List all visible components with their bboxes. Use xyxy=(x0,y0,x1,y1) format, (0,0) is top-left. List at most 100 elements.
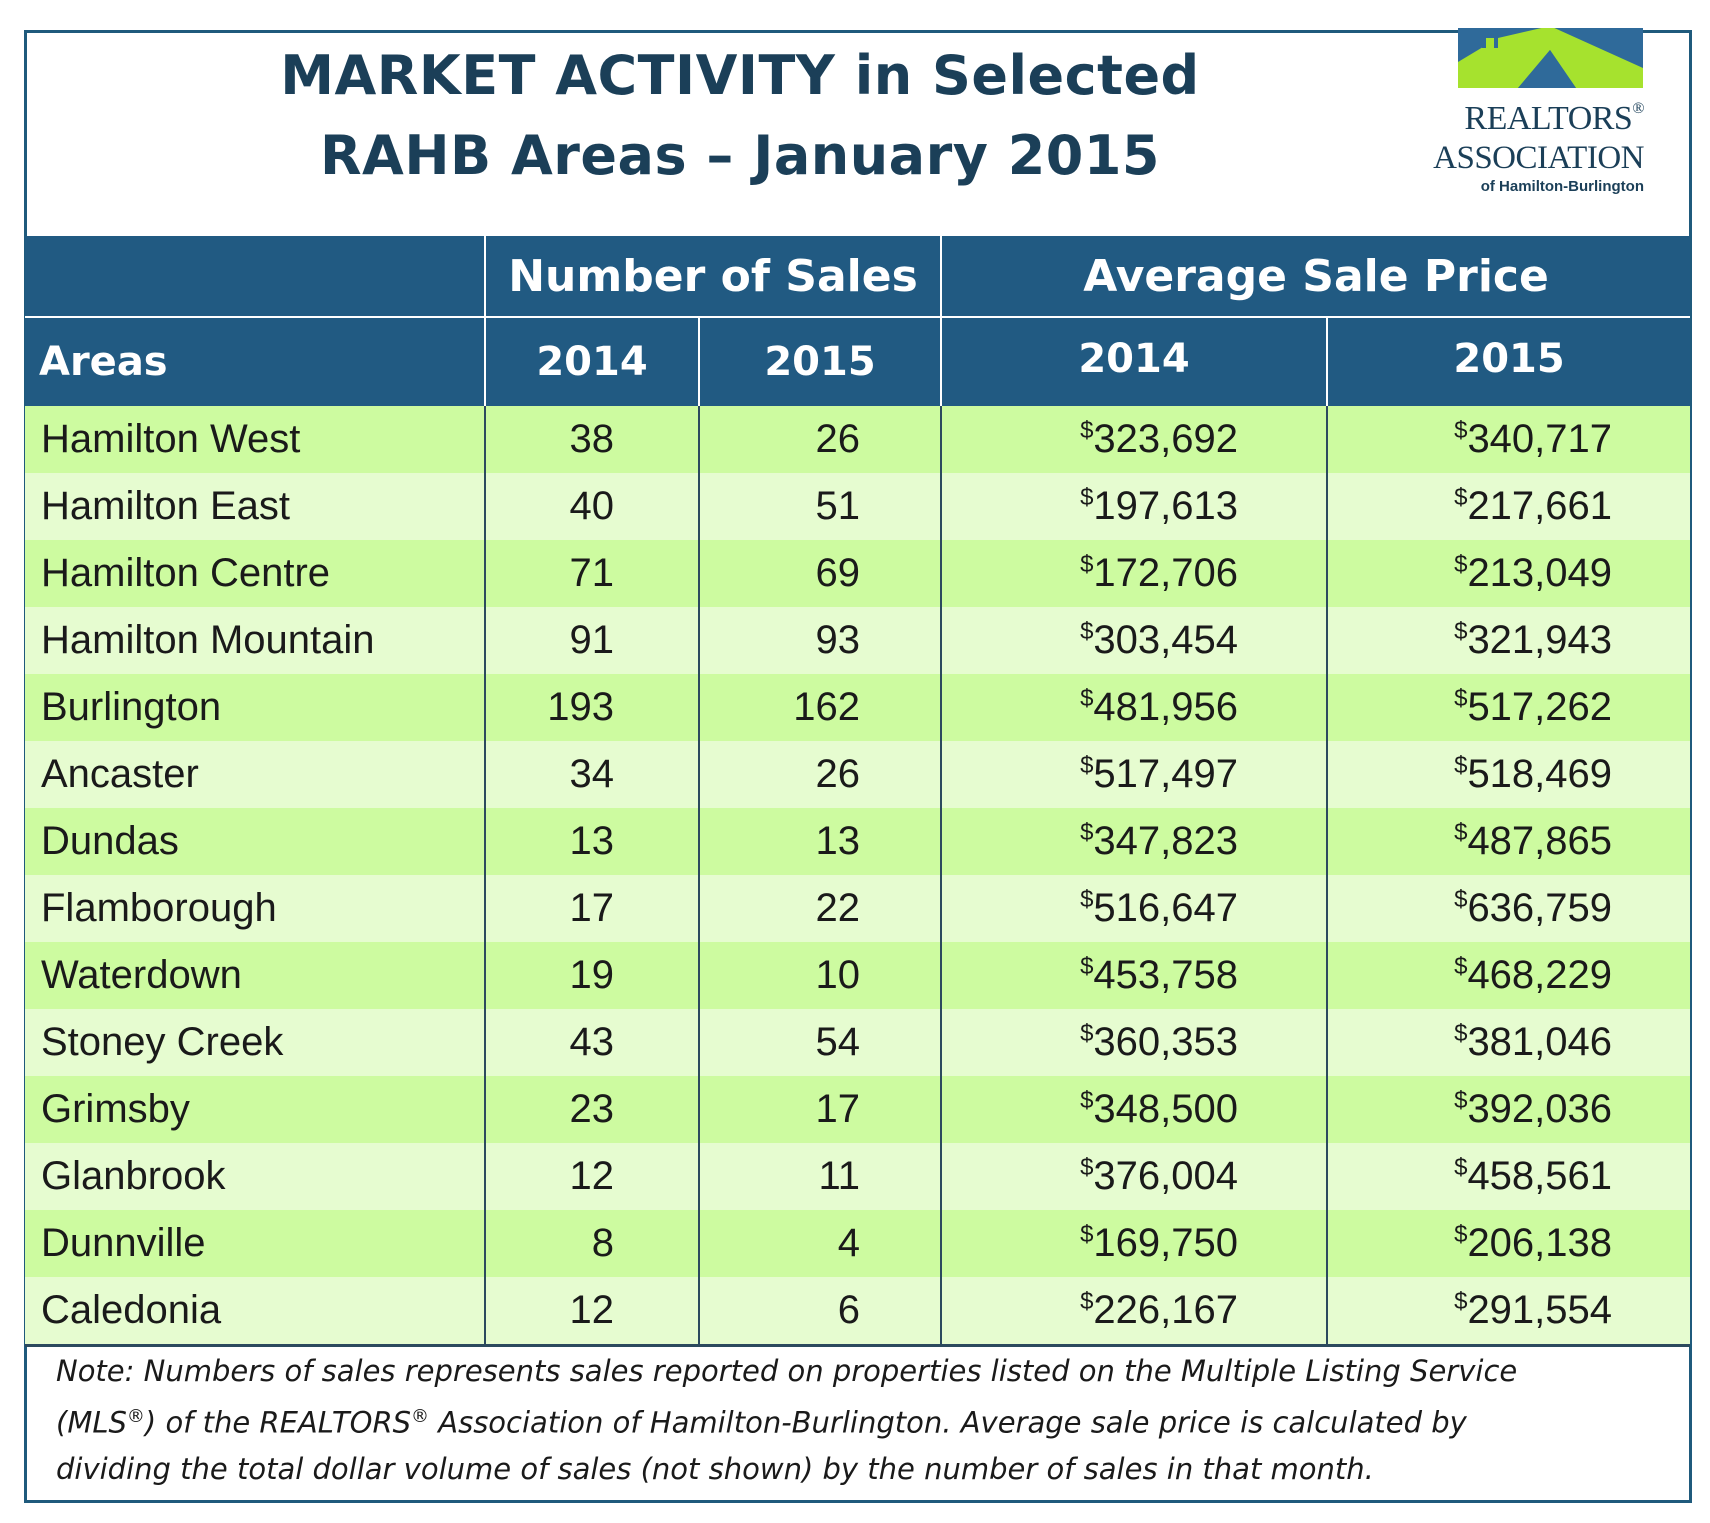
price-value: 197,613 xyxy=(1093,484,1239,528)
currency-symbol: $ xyxy=(1454,953,1468,980)
price-value: 487,865 xyxy=(1467,819,1613,863)
price-2014-cell: $347,823 xyxy=(940,808,1328,875)
price-2014-cell: $516,647 xyxy=(940,875,1328,942)
area-cell: Flamborough xyxy=(25,875,485,942)
table-body: Hamilton West 38 26 $323,692 $340,717 Hamilto… xyxy=(25,406,1691,1347)
price-2015-cell: $487,865 xyxy=(1326,808,1691,875)
price-2014-cell: $197,613 xyxy=(940,473,1328,540)
table-row: Hamilton Mountain 91 93 $303,454 $321,943 xyxy=(25,607,1691,674)
price-2015-cell: $636,759 xyxy=(1326,875,1691,942)
page-title: MARKET ACTIVITY in Selected RAHB Areas –… xyxy=(150,36,1330,196)
currency-symbol: $ xyxy=(1080,886,1094,913)
header-number-of-sales: Number of Sales xyxy=(483,236,943,318)
currency-symbol: $ xyxy=(1080,1288,1094,1315)
sales-2015-cell: 51 xyxy=(697,473,942,540)
group-header-row: Number of Sales Average Sale Price xyxy=(25,236,1691,318)
price-value: 517,262 xyxy=(1467,685,1613,729)
table-row: Glanbrook 12 11 $376,004 $458,561 xyxy=(25,1143,1691,1210)
price-2014-cell: $481,956 xyxy=(940,674,1328,741)
rahb-logo: REALTORS® ASSOCIATION of Hamilton-Burlin… xyxy=(1404,28,1645,213)
sales-2015-cell: 162 xyxy=(697,674,942,741)
table-row: Dunnville 8 4 $169,750 $206,138 xyxy=(25,1210,1691,1277)
price-value: 453,758 xyxy=(1093,953,1239,997)
area-cell: Burlington xyxy=(25,674,485,741)
note-line-2-part-b: ) of the REALTORS xyxy=(144,1405,412,1440)
sales-2014-cell: 91 xyxy=(484,607,699,674)
currency-symbol: $ xyxy=(1454,1087,1468,1114)
price-value: 217,661 xyxy=(1467,484,1613,528)
sales-2015-cell: 69 xyxy=(697,540,942,607)
sales-2014-cell: 12 xyxy=(484,1143,699,1210)
note-line-2-part-c: Association of Hamilton-Burlington. Aver… xyxy=(429,1405,1467,1440)
price-value: 458,561 xyxy=(1467,1154,1613,1198)
price-2015-cell: $206,138 xyxy=(1326,1210,1691,1277)
currency-symbol: $ xyxy=(1080,1087,1094,1114)
currency-symbol: $ xyxy=(1454,417,1468,444)
price-2014-cell: $172,706 xyxy=(940,540,1328,607)
price-value: 206,138 xyxy=(1467,1221,1613,1265)
table-row: Dundas 13 13 $347,823 $487,865 xyxy=(25,808,1691,875)
currency-symbol: $ xyxy=(1454,752,1468,779)
sales-2014-cell: 23 xyxy=(484,1076,699,1143)
price-2014-cell: $453,758 xyxy=(940,942,1328,1009)
table-row: Hamilton West 38 26 $323,692 $340,717 xyxy=(25,406,1691,473)
sales-2015-cell: 22 xyxy=(697,875,942,942)
price-2015-cell: $217,661 xyxy=(1326,473,1691,540)
currency-symbol: $ xyxy=(1454,1154,1468,1181)
header-price-2015: 2015 xyxy=(1326,317,1691,406)
currency-symbol: $ xyxy=(1454,1221,1468,1248)
sales-2014-cell: 43 xyxy=(484,1009,699,1076)
area-cell: Caledonia xyxy=(25,1277,485,1347)
price-value: 381,046 xyxy=(1467,1020,1613,1064)
price-2015-cell: $291,554 xyxy=(1326,1277,1691,1347)
currency-symbol: $ xyxy=(1080,685,1094,712)
sales-2014-cell: 38 xyxy=(484,406,699,473)
price-value: 468,229 xyxy=(1467,953,1613,997)
area-cell: Waterdown xyxy=(25,942,485,1009)
logo-line-2: ASSOCIATION xyxy=(1433,140,1644,176)
price-2014-cell: $517,497 xyxy=(940,741,1328,808)
price-2014-cell: $376,004 xyxy=(940,1143,1328,1210)
price-value: 348,500 xyxy=(1093,1087,1239,1131)
price-2014-cell: $360,353 xyxy=(940,1009,1328,1076)
currency-symbol: $ xyxy=(1080,1154,1094,1181)
note-line-2: (MLS®) of the REALTORS® Association of H… xyxy=(56,1394,1666,1446)
sales-2014-cell: 12 xyxy=(484,1277,699,1347)
price-value: 517,497 xyxy=(1093,752,1239,796)
price-value: 392,036 xyxy=(1467,1087,1613,1131)
area-cell: Glanbrook xyxy=(25,1143,485,1210)
currency-symbol: $ xyxy=(1080,417,1094,444)
price-value: 636,759 xyxy=(1467,886,1613,930)
price-value: 360,353 xyxy=(1093,1020,1239,1064)
sales-2014-cell: 17 xyxy=(484,875,699,942)
house-roof-logo-icon xyxy=(1458,28,1643,88)
currency-symbol: $ xyxy=(1454,1020,1468,1047)
title-line-2: RAHB Areas – January 2015 xyxy=(319,124,1161,187)
sales-2014-cell: 19 xyxy=(484,942,699,1009)
price-2014-cell: $169,750 xyxy=(940,1210,1328,1277)
area-cell: Ancaster xyxy=(25,741,485,808)
price-2014-cell: $348,500 xyxy=(940,1076,1328,1143)
area-cell: Dundas xyxy=(25,808,485,875)
logo-line-3: of Hamilton-Burlington xyxy=(1480,178,1644,195)
header-areas: Areas xyxy=(25,317,486,406)
sales-2014-cell: 71 xyxy=(484,540,699,607)
header-average-sale-price: Average Sale Price xyxy=(940,236,1691,318)
currency-symbol: $ xyxy=(1454,685,1468,712)
note-line-3: dividing the total dollar volume of sale… xyxy=(56,1451,1374,1486)
logo-line-1: REALTORS® xyxy=(1404,100,1644,138)
price-value: 321,943 xyxy=(1467,618,1613,662)
sales-2014-cell: 13 xyxy=(484,808,699,875)
currency-symbol: $ xyxy=(1454,551,1468,578)
sales-2015-cell: 11 xyxy=(697,1143,942,1210)
currency-symbol: $ xyxy=(1454,484,1468,511)
currency-symbol: $ xyxy=(1080,551,1094,578)
price-value: 213,049 xyxy=(1467,551,1613,595)
price-2015-cell: $321,943 xyxy=(1326,607,1691,674)
table-row: Ancaster 34 26 $517,497 $518,469 xyxy=(25,741,1691,808)
price-value: 291,554 xyxy=(1467,1288,1613,1332)
area-cell: Stoney Creek xyxy=(25,1009,485,1076)
area-cell: Hamilton West xyxy=(25,406,485,473)
sales-2015-cell: 54 xyxy=(697,1009,942,1076)
sales-2015-cell: 13 xyxy=(697,808,942,875)
